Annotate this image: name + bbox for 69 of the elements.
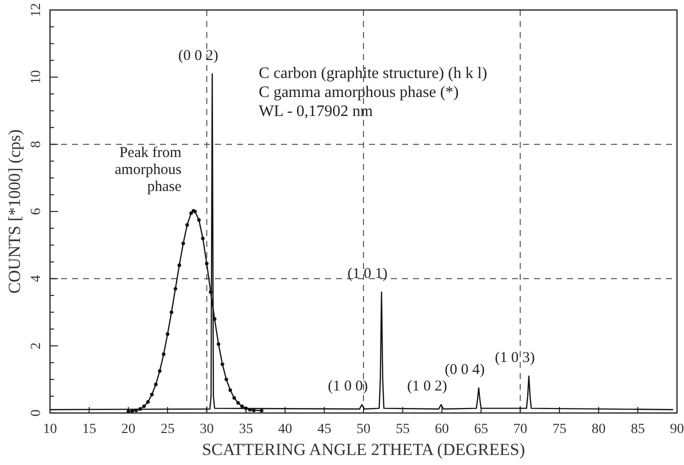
x-tick-label: 10 (43, 422, 57, 437)
point (130, 409, 134, 413)
point (208, 290, 212, 294)
x-tick-label: 40 (278, 422, 292, 437)
point (212, 317, 216, 321)
x-tick-label: 70 (513, 422, 528, 437)
y-tick-label: 0 (29, 410, 44, 416)
x-tick-label: 30 (200, 422, 214, 437)
point (232, 396, 236, 400)
point (158, 369, 162, 373)
point (181, 242, 186, 246)
point (228, 388, 232, 392)
annotation: C gamma amorphous phase (*) (258, 84, 459, 101)
annotation: (1 0 0) (328, 378, 368, 395)
y-tick-label: 12 (29, 3, 44, 17)
point (201, 236, 205, 240)
point (240, 404, 244, 408)
point (170, 310, 174, 314)
point (248, 408, 252, 412)
point (150, 392, 154, 396)
point (220, 362, 224, 366)
annotation: (0 0 2) (178, 48, 218, 64)
point (189, 211, 193, 215)
x-tick-label: 35 (238, 422, 253, 437)
annotation: (1 0 1) (348, 266, 388, 282)
x-tick-label: 60 (434, 422, 449, 437)
x-tick-label: 20 (121, 422, 136, 437)
y-tick-label: 10 (29, 70, 44, 84)
point (174, 286, 178, 291)
x-tick-label: 90 (670, 422, 684, 437)
point (138, 407, 142, 411)
point (166, 332, 170, 336)
x-tick-label: 55 (396, 422, 410, 437)
annotation: (1 0 2) (407, 378, 448, 395)
point (178, 263, 182, 268)
point (216, 342, 220, 346)
x-tick-label: 80 (592, 422, 606, 437)
x-tick-label: 65 (474, 422, 488, 437)
point (146, 400, 150, 404)
point (244, 406, 248, 410)
point (252, 408, 256, 412)
point (236, 401, 240, 405)
y-tick-label: 2 (29, 342, 44, 350)
point (154, 382, 158, 386)
x-axis-title: SCATTERING ANGLE 2THETA (DEGREES) (202, 440, 526, 459)
point (204, 262, 209, 266)
x-tick-label: 75 (552, 422, 566, 437)
point (185, 223, 189, 227)
annotation: Peak from amorphous phase (114, 144, 182, 195)
x-tick-label: 25 (160, 422, 175, 437)
y-tick-label: 8 (29, 140, 44, 148)
annotation: (1 0 3) (494, 350, 535, 366)
point (126, 410, 130, 414)
point (197, 218, 201, 222)
point (224, 378, 228, 382)
annotation: WL - 0,17902 nm (258, 103, 374, 120)
x-tick-label: 50 (356, 422, 370, 437)
y-tick-label: 4 (29, 275, 44, 282)
y-tick-label: 6 (29, 208, 44, 215)
point (260, 408, 264, 412)
x-tick-label: 15 (82, 422, 96, 437)
point (134, 408, 138, 412)
point (162, 352, 166, 356)
y-axis-title: COUNTS [*1000] (cps) (5, 129, 24, 294)
x-tick-label: 45 (317, 422, 332, 437)
annotation: C carbon (graphite structure) (h k l) (258, 65, 488, 82)
annotation: (0 0 4) (444, 362, 485, 378)
x-tick-label: 85 (630, 422, 645, 437)
point (142, 404, 146, 408)
